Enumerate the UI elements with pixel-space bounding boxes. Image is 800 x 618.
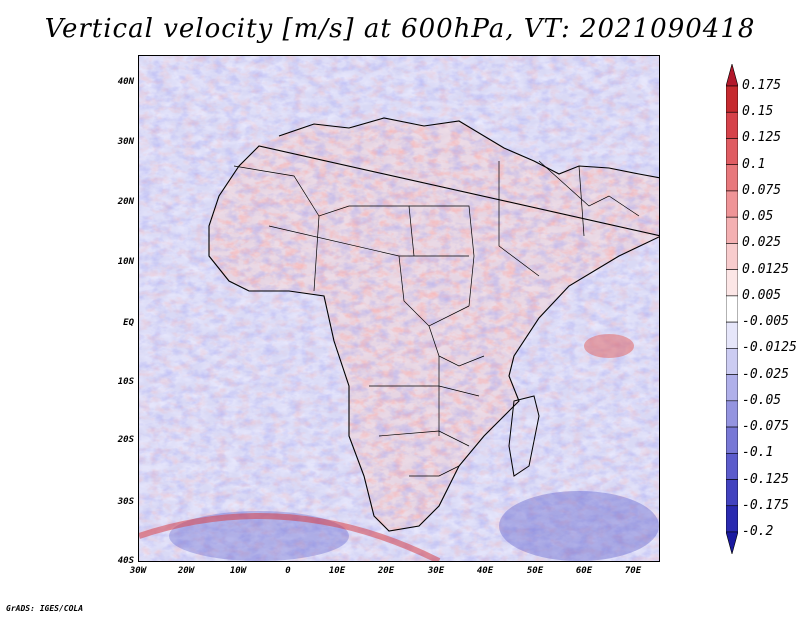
colorbar-label: -0.175	[742, 497, 789, 513]
colorbar-segment	[726, 321, 738, 349]
colorbar-label: 0.175	[742, 78, 782, 93]
colorbar-segment	[726, 269, 738, 297]
lon-tick-10w: 10W	[229, 566, 247, 576]
colorbar-top-arrow	[726, 64, 738, 87]
colorbar-segment	[726, 374, 738, 402]
colorbar-segment	[726, 243, 738, 270]
colorbar-label: -0.2	[742, 524, 774, 539]
ocean-updraft-patch	[584, 334, 634, 358]
lon-tick-50e: 50E	[526, 566, 544, 576]
lon-tick-30e: 30E	[427, 566, 445, 576]
colorbar-segment	[726, 295, 738, 323]
colorbar-label: 0.075	[742, 182, 782, 198]
lon-tick-0: 0	[285, 566, 291, 576]
colorbar-label: 0.005	[742, 287, 782, 303]
lon-tick-30w: 30W	[129, 566, 147, 576]
colorbar-segment	[726, 164, 738, 192]
colorbar-segment	[726, 479, 738, 507]
colorbar-segment	[726, 85, 738, 113]
chart-title: Vertical velocity [m/s] at 600hPa, VT: 2…	[44, 14, 756, 44]
colorbar-label: 0.025	[742, 235, 782, 251]
lon-tick-60e: 60E	[575, 566, 593, 576]
colorbar-segment	[726, 400, 738, 428]
colorbar-label: 0.05	[742, 209, 774, 225]
colorbar-segment	[726, 216, 738, 244]
colorbar-segment	[726, 111, 738, 139]
colorbar-segment	[726, 426, 738, 454]
colorbar-label: 0.1	[742, 156, 766, 172]
colorbar-label: -0.075	[742, 419, 789, 435]
colorbar-bottom-arrow	[726, 531, 738, 554]
colorbar-label: -0.125	[742, 471, 789, 487]
lat-tick-30s: 30S	[117, 497, 134, 507]
southern-ocean-downdraft	[499, 491, 659, 561]
lon-tick-70e: 70E	[624, 566, 642, 576]
colorbar	[726, 64, 738, 554]
lat-tick-40n: 40N	[117, 77, 134, 87]
colorbar-segment	[726, 505, 738, 533]
colorbar-segment	[726, 138, 738, 166]
colorbar-label: -0.0125	[742, 340, 797, 356]
lat-tick-20s: 20S	[117, 435, 134, 445]
colorbar-label: -0.1	[742, 445, 774, 461]
lon-tick-10e: 10E	[328, 566, 346, 576]
lon-tick-20w: 20W	[177, 566, 195, 576]
lat-tick-20n: 20N	[117, 197, 134, 207]
colorbar-label: 0.15	[742, 104, 774, 120]
colorbar-label: 0.125	[742, 130, 782, 146]
lon-tick-40e: 40E	[476, 566, 494, 576]
lon-tick-20e: 20E	[377, 566, 395, 576]
south-atlantic-downdraft	[169, 511, 349, 561]
colorbar-segment	[726, 190, 738, 218]
lat-tick-eq: EQ	[123, 318, 134, 328]
country-borders	[233, 160, 640, 477]
frontal-band	[139, 513, 441, 561]
grads-credit: GrADS: IGES/COLA	[6, 604, 84, 613]
map-plot-area	[138, 55, 660, 562]
colorbar-label: -0.005	[742, 314, 789, 330]
colorbar-label: 0.0125	[742, 261, 789, 277]
colorbar-segment	[726, 348, 738, 375]
madagascar-coastline	[508, 395, 540, 477]
coastline	[208, 117, 659, 532]
lat-tick-10n: 10N	[117, 257, 134, 267]
colorbar-segment	[726, 452, 738, 480]
lat-tick-30n: 30N	[117, 137, 134, 147]
lat-tick-10s: 10S	[117, 377, 134, 387]
velocity-field-map	[139, 56, 659, 561]
lat-tick-40s: 40S	[117, 556, 134, 566]
colorbar-label: -0.05	[742, 392, 782, 408]
colorbar-label: -0.025	[742, 366, 789, 382]
